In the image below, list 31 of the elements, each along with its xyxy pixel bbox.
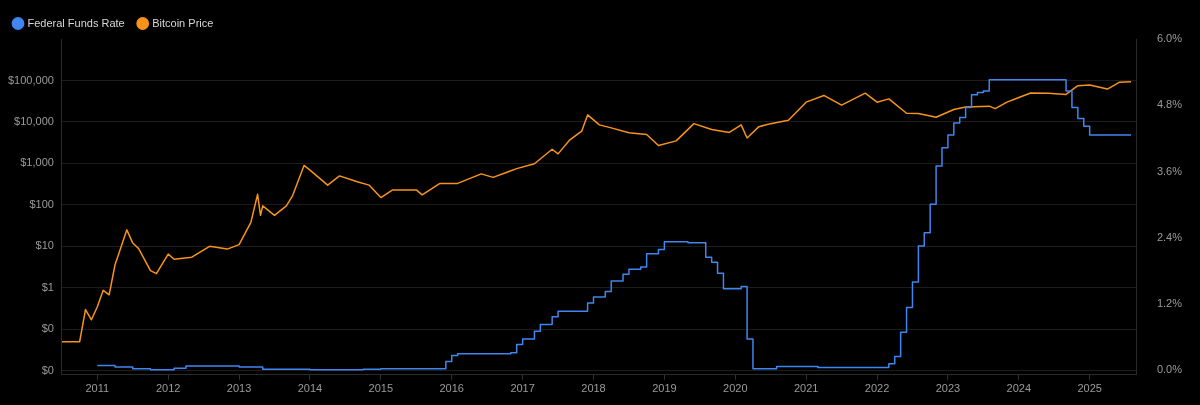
y2-tick-label: 1.2% <box>1156 297 1183 310</box>
x-tick-label: 2014 <box>297 382 323 395</box>
x-tick-label: 2016 <box>439 382 464 395</box>
x-tick-label: 2020 <box>723 382 748 395</box>
legend-label: Bitcoin Price <box>152 16 214 29</box>
x-tick-label: 2018 <box>581 382 606 395</box>
y-tick-label: $100,000 <box>7 73 54 86</box>
x-tick-label: 2019 <box>652 382 677 395</box>
x-tick-label: 2025 <box>1077 382 1102 395</box>
x-tick-label: 2012 <box>155 382 181 395</box>
x-tick-label: 2015 <box>368 382 394 395</box>
y-tick-label: $10 <box>35 239 54 252</box>
x-tick-label: 2021 <box>793 382 819 395</box>
y-tick-label: $100 <box>29 197 54 210</box>
y-tick-label: $0 <box>41 322 54 335</box>
x-tick-label: 2022 <box>864 382 890 395</box>
legend-label: Federal Funds Rate <box>27 16 125 29</box>
x-tick-label: 2011 <box>85 382 110 395</box>
x-tick-label: 2017 <box>510 382 535 395</box>
y2-tick-label: 3.6% <box>1156 164 1183 177</box>
y2-tick-label: 2.4% <box>1156 230 1183 243</box>
y-tick-label: $1,000 <box>20 156 54 169</box>
x-tick-label: 2013 <box>226 382 252 395</box>
x-tick-label: 2023 <box>935 382 961 395</box>
y2-tick-label: 4.8% <box>1156 98 1183 111</box>
y2-tick-label: 0.0% <box>1156 363 1183 376</box>
y-tick-label: $1 <box>41 280 54 293</box>
y-tick-label: $0 <box>41 363 54 376</box>
x-tick-label: 2024 <box>1006 382 1032 395</box>
y2-tick-label: 6.0% <box>1156 32 1183 45</box>
y-tick-label: $10,000 <box>14 114 54 127</box>
